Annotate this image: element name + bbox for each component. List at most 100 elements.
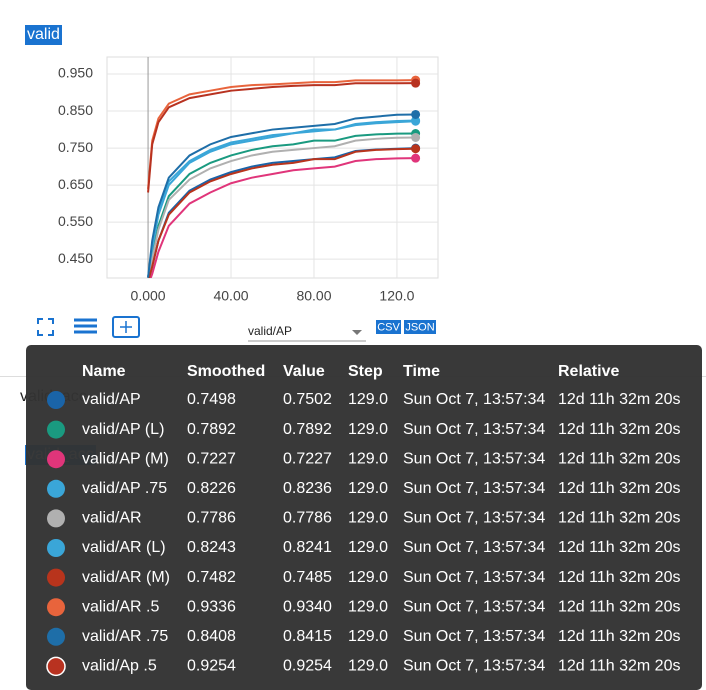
run-swatch bbox=[47, 450, 65, 469]
table-cell: valid/AR (M) bbox=[82, 569, 170, 586]
table-cell: Sun Oct 7, 13:57:34 bbox=[403, 480, 545, 497]
table-cell: 0.7786 bbox=[187, 510, 236, 527]
card-title: valid bbox=[25, 25, 62, 45]
run-swatch bbox=[46, 656, 66, 677]
table-cell: 0.9254 bbox=[187, 658, 236, 675]
end-dot bbox=[411, 78, 421, 88]
table-cell: 129.0 bbox=[348, 510, 388, 527]
run-swatch bbox=[47, 420, 65, 439]
table-cell: Sun Oct 7, 13:57:34 bbox=[403, 539, 545, 556]
table-cell: 0.7482 bbox=[187, 569, 236, 586]
fit-domain-arrows bbox=[120, 321, 132, 333]
run-swatch bbox=[47, 598, 65, 617]
table-cell: 0.7892 bbox=[187, 421, 236, 438]
table-cell: 0.9336 bbox=[187, 598, 236, 615]
table-cell: 12d 11h 32m 20s bbox=[558, 628, 680, 645]
series-line bbox=[147, 79, 416, 189]
x-tick-label: 80.00 bbox=[296, 288, 331, 304]
table-cell: valid/AR bbox=[82, 510, 142, 527]
table-cell: valid/AP .75 bbox=[82, 480, 167, 497]
end-dot bbox=[411, 109, 421, 119]
table-cell: 0.7498 bbox=[187, 391, 236, 408]
table-cell: 12d 11h 32m 20s bbox=[558, 450, 680, 467]
table-cell: 0.9254 bbox=[283, 658, 332, 675]
dropdown-arrow[interactable] bbox=[352, 330, 362, 335]
table-header: Relative bbox=[558, 363, 619, 380]
run-swatch bbox=[47, 391, 65, 409]
table-cell: valid/AP bbox=[82, 391, 141, 408]
table-cell: 0.7502 bbox=[283, 391, 332, 408]
log-scale-icon[interactable] bbox=[74, 318, 97, 334]
table-cell: 12d 11h 32m 20s bbox=[558, 510, 680, 527]
table-cell: 0.8415 bbox=[283, 628, 332, 645]
table-cell: 0.8236 bbox=[283, 480, 332, 497]
table-header: Name bbox=[82, 363, 126, 380]
table-cell: Sun Oct 7, 13:57:34 bbox=[403, 628, 545, 645]
table-cell: Sun Oct 7, 13:57:34 bbox=[403, 598, 545, 615]
series-line bbox=[147, 136, 416, 278]
table-cell: Sun Oct 7, 13:57:34 bbox=[403, 658, 545, 675]
table-cell: 0.8226 bbox=[187, 480, 236, 497]
chart: 0.450 0.550 0.650 0.750 0.850 0.950 0.000 40.00… bbox=[37, 56, 439, 342]
table-cell: 12d 11h 32m 20s bbox=[558, 658, 680, 675]
table-cell: 129.0 bbox=[348, 450, 388, 467]
table-cell: 0.7786 bbox=[283, 510, 332, 527]
plot-frame bbox=[106, 56, 439, 279]
table-cell: 0.8243 bbox=[187, 539, 236, 556]
table-header: Smoothed bbox=[187, 363, 265, 380]
json-label: JSON bbox=[405, 321, 434, 333]
table-cell: Sun Oct 7, 13:57:34 bbox=[403, 569, 545, 586]
table-cell: 129.0 bbox=[348, 539, 388, 556]
fit-domain-icon[interactable] bbox=[112, 316, 140, 338]
table-cell: 129.0 bbox=[348, 628, 388, 645]
x-tick-label: 40.00 bbox=[213, 288, 248, 304]
table-header: Step bbox=[348, 363, 383, 380]
toolbar bbox=[37, 316, 140, 338]
y-tick-label: 0.450 bbox=[58, 250, 93, 266]
series-line bbox=[147, 147, 416, 278]
table-cell: 0.7227 bbox=[283, 450, 332, 467]
tooltip-table: Name Smoothed Value Step Time Relative valid/A… bbox=[46, 363, 680, 677]
csv-label: CSV bbox=[377, 321, 400, 333]
table-cell: valid/AR (L) bbox=[82, 539, 166, 556]
run-swatch bbox=[47, 539, 65, 557]
table-cell: 12d 11h 32m 20s bbox=[558, 480, 680, 497]
table-cell: 129.0 bbox=[348, 391, 388, 408]
chart-card: valid 0.450 0.550 0.650 0.750 0.850 0.950 0.00… bbox=[0, 25, 706, 377]
json-button[interactable] bbox=[404, 320, 436, 334]
csv-button[interactable] bbox=[376, 320, 401, 334]
y-tick-label: 0.950 bbox=[58, 65, 93, 81]
table-cell: 129.0 bbox=[348, 658, 388, 675]
end-dot bbox=[411, 144, 421, 154]
series-line bbox=[147, 113, 416, 278]
series-line bbox=[147, 119, 416, 278]
table-cell: valid/AP (M) bbox=[82, 450, 169, 467]
y-tick-label: 0.750 bbox=[58, 139, 93, 155]
run-select[interactable]: valid/AP bbox=[248, 324, 292, 338]
y-tick-label: 0.650 bbox=[58, 176, 93, 192]
table-cell: 12d 11h 32m 20s bbox=[558, 421, 680, 438]
series-line bbox=[147, 147, 416, 278]
table-cell: 129.0 bbox=[348, 421, 388, 438]
table-cell: 0.7485 bbox=[283, 569, 332, 586]
table-cell: 12d 11h 32m 20s bbox=[558, 569, 680, 586]
table-header: Value bbox=[283, 363, 325, 380]
x-tick-label: 0.000 bbox=[131, 288, 166, 304]
table-cell: 0.9340 bbox=[283, 598, 332, 615]
table-cell: valid/AR .5 bbox=[82, 598, 159, 615]
series-line bbox=[147, 132, 416, 278]
table-cell: valid/Ap .5 bbox=[82, 658, 157, 675]
table-cell: 129.0 bbox=[348, 480, 388, 497]
table-cell: 0.8408 bbox=[187, 628, 236, 645]
table-cell: 0.7892 bbox=[283, 421, 332, 438]
table-cell: 12d 11h 32m 20s bbox=[558, 598, 680, 615]
end-dot bbox=[411, 153, 421, 163]
x-tick-label: 120.0 bbox=[379, 288, 414, 304]
table-cell: 12d 11h 32m 20s bbox=[558, 391, 680, 408]
fullscreen-icon[interactable] bbox=[37, 318, 54, 336]
table-cell: Sun Oct 7, 13:57:34 bbox=[403, 421, 545, 438]
series-line bbox=[147, 120, 416, 278]
table-header: Time bbox=[403, 363, 440, 380]
table-cell: valid/AP (L) bbox=[82, 421, 164, 438]
table-cell: Sun Oct 7, 13:57:34 bbox=[403, 510, 545, 527]
